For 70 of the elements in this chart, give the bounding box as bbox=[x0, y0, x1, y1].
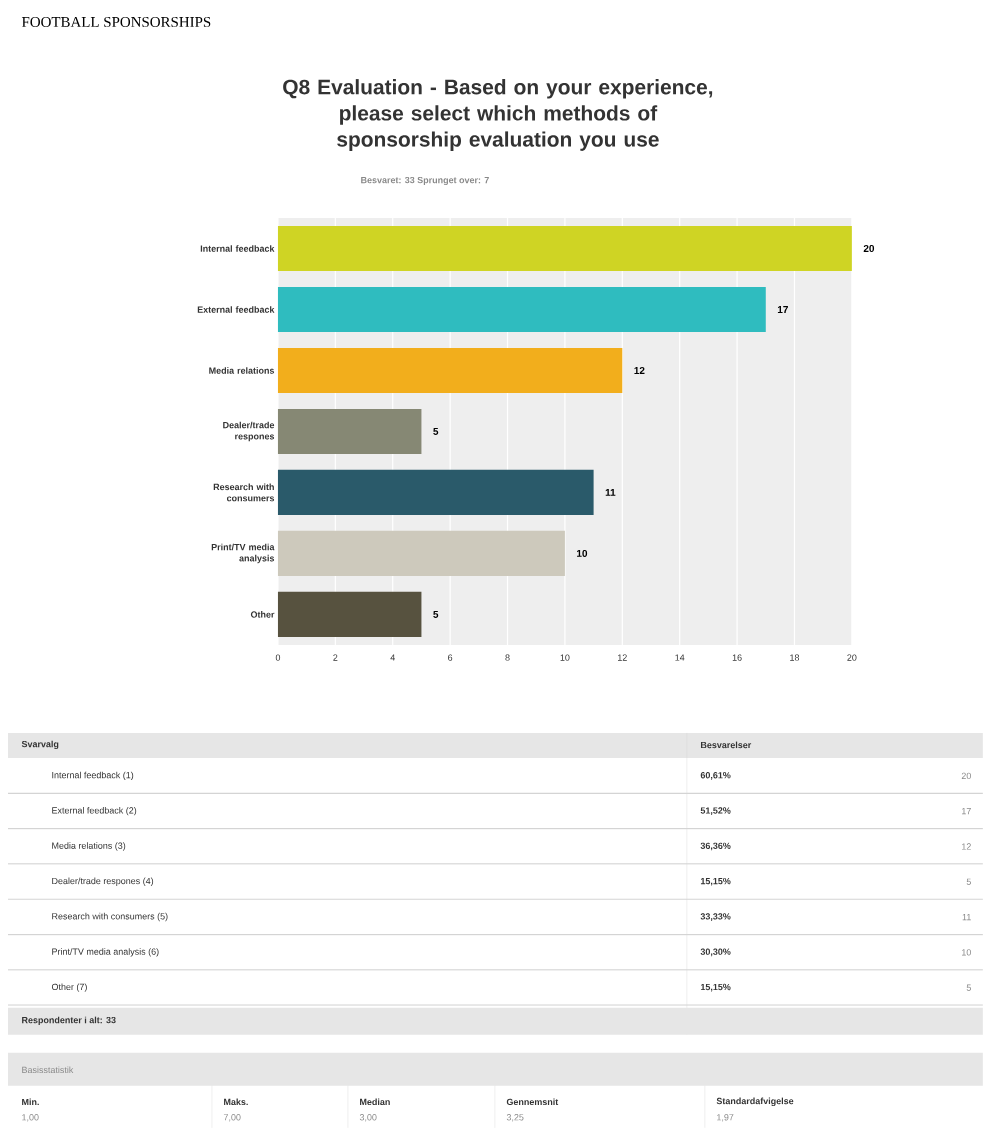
text: 33,33% bbox=[700, 913, 731, 921]
x-tick-label: 14 bbox=[675, 654, 685, 661]
text: 17 bbox=[961, 808, 971, 815]
text: Media relations (3) bbox=[52, 842, 125, 851]
text: Min. bbox=[21, 1098, 39, 1106]
text: Median bbox=[359, 1098, 390, 1106]
text: Maks. bbox=[223, 1098, 248, 1106]
text: 10 bbox=[961, 949, 971, 956]
y-tick-label: Research with consumers bbox=[213, 483, 274, 502]
text: Gennemsnit bbox=[506, 1098, 558, 1106]
x-tick-label: 10 bbox=[560, 654, 570, 661]
text: 11 bbox=[962, 913, 971, 921]
text: Research with consumers (5) bbox=[52, 912, 168, 922]
x-tick-label: 2 bbox=[333, 654, 338, 661]
text: 12 bbox=[961, 843, 971, 850]
data-label: 5 bbox=[433, 427, 439, 435]
y-tick-label: Print/TV media analysis bbox=[211, 543, 275, 564]
bar bbox=[277, 225, 852, 272]
text: FOOTBALL SPONSORSHIPS bbox=[21, 16, 211, 28]
text: Respondenter i alt: 33 bbox=[21, 1016, 116, 1026]
y-tick-label: Media relations bbox=[209, 367, 274, 374]
text: 5 bbox=[966, 878, 971, 885]
x-tick-label: 16 bbox=[732, 654, 742, 661]
text: Dealer/trade respones (4) bbox=[52, 877, 153, 886]
data-label: 12 bbox=[634, 366, 645, 374]
text: 1,00 bbox=[22, 1114, 39, 1122]
text: 51,52% bbox=[700, 807, 731, 815]
text: 5 bbox=[966, 984, 971, 991]
bar bbox=[277, 591, 422, 637]
text: 20 bbox=[961, 772, 971, 780]
text: External feedback (2) bbox=[52, 806, 136, 816]
text: Standardafvigelse bbox=[716, 1097, 794, 1107]
text: 36,36% bbox=[700, 842, 731, 851]
x-tick-label: 8 bbox=[505, 654, 510, 661]
y-tick-label: External feedback bbox=[197, 306, 275, 313]
text: 7,00 bbox=[223, 1114, 241, 1122]
y-tick-label: Internal feedback bbox=[200, 245, 275, 252]
x-tick-label: 6 bbox=[447, 654, 453, 661]
text: Other (7) bbox=[51, 983, 87, 992]
text: 1,97 bbox=[716, 1114, 734, 1122]
chart-subtitle: Besvaret: 33 Sprunget over: 7 bbox=[360, 176, 489, 186]
data-label: 20 bbox=[863, 244, 874, 252]
text: 3,00 bbox=[359, 1114, 377, 1122]
text: Basisstatistik bbox=[22, 1066, 74, 1074]
bar bbox=[277, 286, 766, 333]
bar bbox=[277, 408, 422, 455]
x-tick-label: 12 bbox=[617, 654, 627, 661]
text: 60,61% bbox=[700, 772, 731, 780]
chart-title: Q8 Evaluation - Based on your experience, please select which methods of sponsorship evaluation you use bbox=[282, 79, 712, 151]
data-label: 10 bbox=[576, 549, 587, 557]
text: Svarvalg bbox=[21, 740, 59, 750]
x-tick-label: 4 bbox=[390, 654, 395, 661]
bar bbox=[277, 530, 565, 576]
x-tick-label: 18 bbox=[789, 654, 799, 661]
text: 15,15% bbox=[700, 983, 731, 992]
text: Internal feedback (1) bbox=[52, 771, 133, 781]
data-label: 17 bbox=[777, 306, 788, 313]
bar bbox=[277, 469, 594, 515]
y-tick-label: Other bbox=[250, 611, 275, 618]
x-tick-label: 0 bbox=[275, 654, 280, 661]
bar bbox=[277, 347, 623, 394]
y-tick-label: Dealer/trade respones bbox=[223, 421, 274, 442]
data-label: 5 bbox=[433, 610, 439, 618]
text: 15,15% bbox=[700, 877, 731, 886]
x-tick-label: 20 bbox=[847, 654, 857, 661]
data-label: 11 bbox=[605, 489, 616, 496]
text: 3,25 bbox=[506, 1114, 524, 1122]
text: 30,30% bbox=[700, 948, 731, 957]
text: Besvarelser bbox=[700, 741, 751, 749]
text: Print/TV media analysis (6) bbox=[52, 948, 159, 957]
